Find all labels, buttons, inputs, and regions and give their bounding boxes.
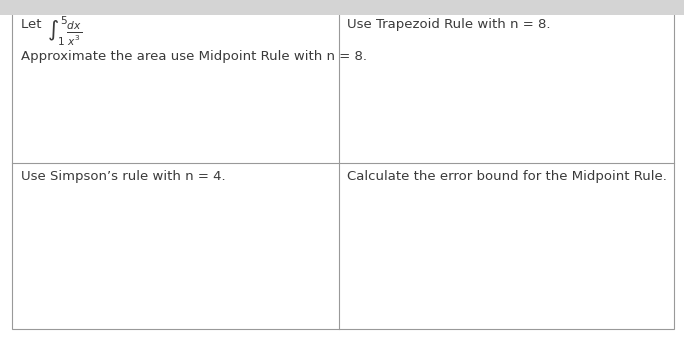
Text: Let: Let bbox=[21, 18, 45, 31]
Text: $\int_{1}^{5} \frac{dx}{x^3}$: $\int_{1}^{5} \frac{dx}{x^3}$ bbox=[47, 15, 81, 48]
Text: Calculate the error bound for the Midpoint Rule.: Calculate the error bound for the Midpoi… bbox=[347, 170, 667, 183]
Text: Use Simpson’s rule with n = 4.: Use Simpson’s rule with n = 4. bbox=[21, 170, 225, 183]
Text: Approximate the area use Midpoint Rule with n = 8.: Approximate the area use Midpoint Rule w… bbox=[21, 50, 367, 63]
Text: Use Trapezoid Rule with n = 8.: Use Trapezoid Rule with n = 8. bbox=[347, 18, 551, 31]
Bar bbox=[0, 0, 684, 15]
